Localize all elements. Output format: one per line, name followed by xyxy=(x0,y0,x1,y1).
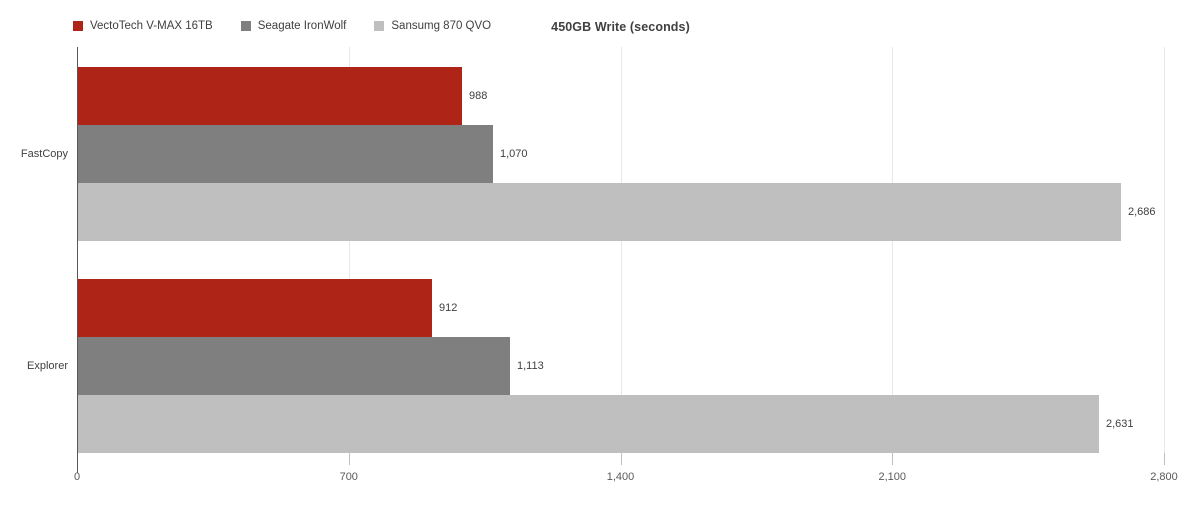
legend-swatch xyxy=(73,21,83,31)
chart-title: 450GB Write (seconds) xyxy=(551,20,690,34)
x-axis-tick-label: 2,100 xyxy=(878,471,907,483)
category-label: FastCopy xyxy=(20,148,68,160)
chart-legend: VectoTech V-MAX 16TB Seagate IronWolf Sans… xyxy=(73,20,491,32)
gridline xyxy=(620,47,622,453)
bar xyxy=(78,125,493,183)
legend-swatch xyxy=(240,21,251,31)
bar-value-label: 988 xyxy=(469,90,488,102)
bar xyxy=(78,279,432,337)
x-axis-tick-label: 1,400 xyxy=(606,471,635,483)
axis-tick xyxy=(1164,453,1165,465)
bar-value-label: 2,686 xyxy=(1128,206,1156,218)
legend-label: Sansumg 870 QVO xyxy=(391,20,492,32)
legend-item: Seagate IronWolf xyxy=(240,20,347,32)
x-axis-tick-label: 2,800 xyxy=(1150,471,1178,483)
gridline xyxy=(892,47,894,453)
category-label: Explorer xyxy=(27,360,68,372)
x-axis-tick-label: 0 xyxy=(73,471,81,483)
bar xyxy=(78,395,1099,453)
axis-tick xyxy=(348,453,350,465)
bar-value-label: 1,113 xyxy=(517,360,544,372)
gridline xyxy=(348,47,350,453)
bar xyxy=(78,67,462,125)
legend-swatch xyxy=(374,21,385,31)
legend-label: Seagate IronWolf xyxy=(257,20,347,32)
bar-value-label: 912 xyxy=(439,302,458,314)
x-axis-tick-label: 700 xyxy=(339,471,358,483)
axis-tick xyxy=(620,453,622,465)
bar xyxy=(78,183,1121,241)
legend-item: VectoTech V-MAX 16TB xyxy=(73,20,213,32)
axis-tick xyxy=(892,453,894,465)
bar xyxy=(78,337,510,395)
legend-item: Sansumg 870 QVO xyxy=(374,20,491,32)
bar-value-label: 1,070 xyxy=(500,148,528,160)
legend-label: VectoTech V-MAX 16TB xyxy=(90,20,213,32)
gridline xyxy=(1164,47,1165,453)
y-axis-line xyxy=(77,47,78,473)
bar-value-label: 2,631 xyxy=(1106,418,1134,430)
